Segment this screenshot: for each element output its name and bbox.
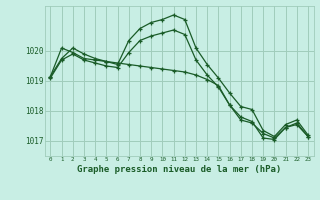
X-axis label: Graphe pression niveau de la mer (hPa): Graphe pression niveau de la mer (hPa) <box>77 165 281 174</box>
